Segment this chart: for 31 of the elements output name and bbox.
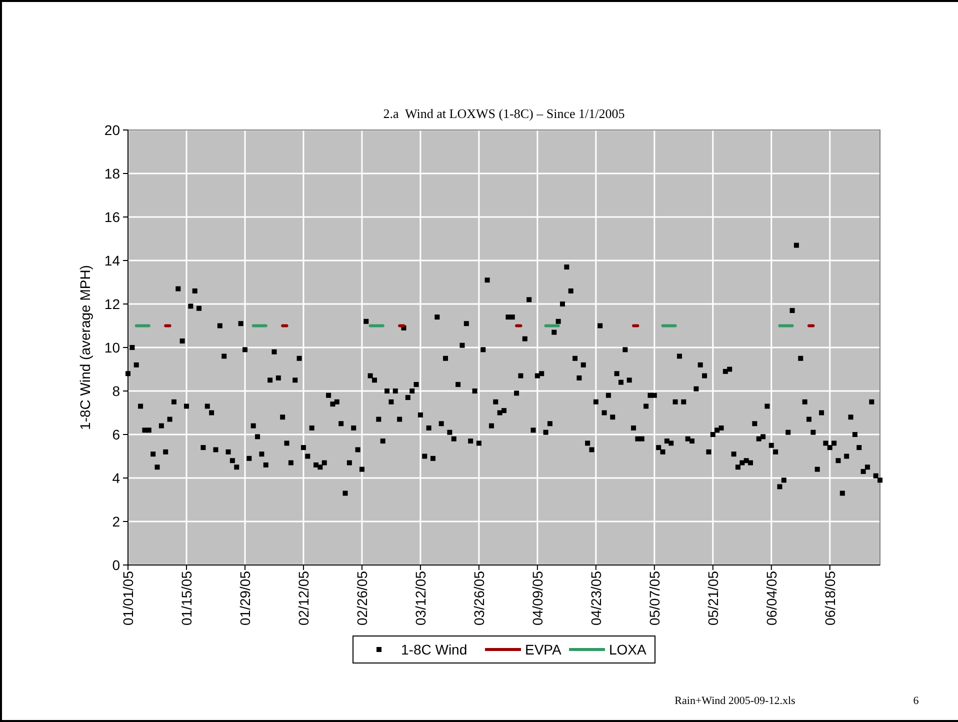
- y-tick-label: 14: [104, 252, 120, 268]
- y-tick-label: 0: [112, 556, 120, 573]
- x-tick-label: 02/26/05: [354, 570, 370, 626]
- legend-label: EVPA: [525, 641, 562, 658]
- x-tick-label: 01/01/05: [120, 570, 136, 626]
- x-tick-label: 06/18/05: [822, 570, 838, 626]
- y-tick-label: 8: [112, 382, 120, 399]
- x-tick-label: 04/09/05: [529, 570, 546, 626]
- x-tick-label: 05/07/05: [646, 570, 662, 626]
- legend-label: LOXA: [609, 641, 648, 658]
- y-tick-label: 4: [112, 470, 120, 486]
- y-tick-label: 2: [112, 513, 120, 530]
- x-tick-label: 05/21/05: [704, 570, 721, 626]
- text: 6: [913, 695, 920, 707]
- x-tick-label: 03/26/05: [470, 570, 487, 626]
- chart-title: 2.a Wind at LOXWS (1-8C) – Since 1/1/2005: [383, 106, 625, 121]
- y-tick-label: 20: [104, 122, 120, 138]
- x-tick-label: 04/23/05: [588, 570, 604, 626]
- x-tick-label: 01/15/05: [178, 570, 194, 626]
- x-tick-label: 02/12/05: [295, 570, 312, 626]
- x-tick-label: 01/29/05: [236, 570, 253, 626]
- y-tick-label: 6: [112, 426, 120, 442]
- y-tick-label: 18: [104, 165, 120, 182]
- y-axis-title: 1-8C Wind (average MPH): [77, 265, 93, 430]
- y-tick-label: 10: [104, 339, 120, 356]
- x-tick-label: 03/12/05: [412, 570, 428, 626]
- text: Rain+Wind 2005-09-12.xls: [674, 695, 796, 707]
- y-tick-label: 16: [104, 208, 120, 225]
- y-tick-label: 12: [104, 296, 120, 312]
- legend-label: 1-8C Wind: [401, 641, 468, 658]
- x-tick-label: 06/04/05: [763, 570, 780, 626]
